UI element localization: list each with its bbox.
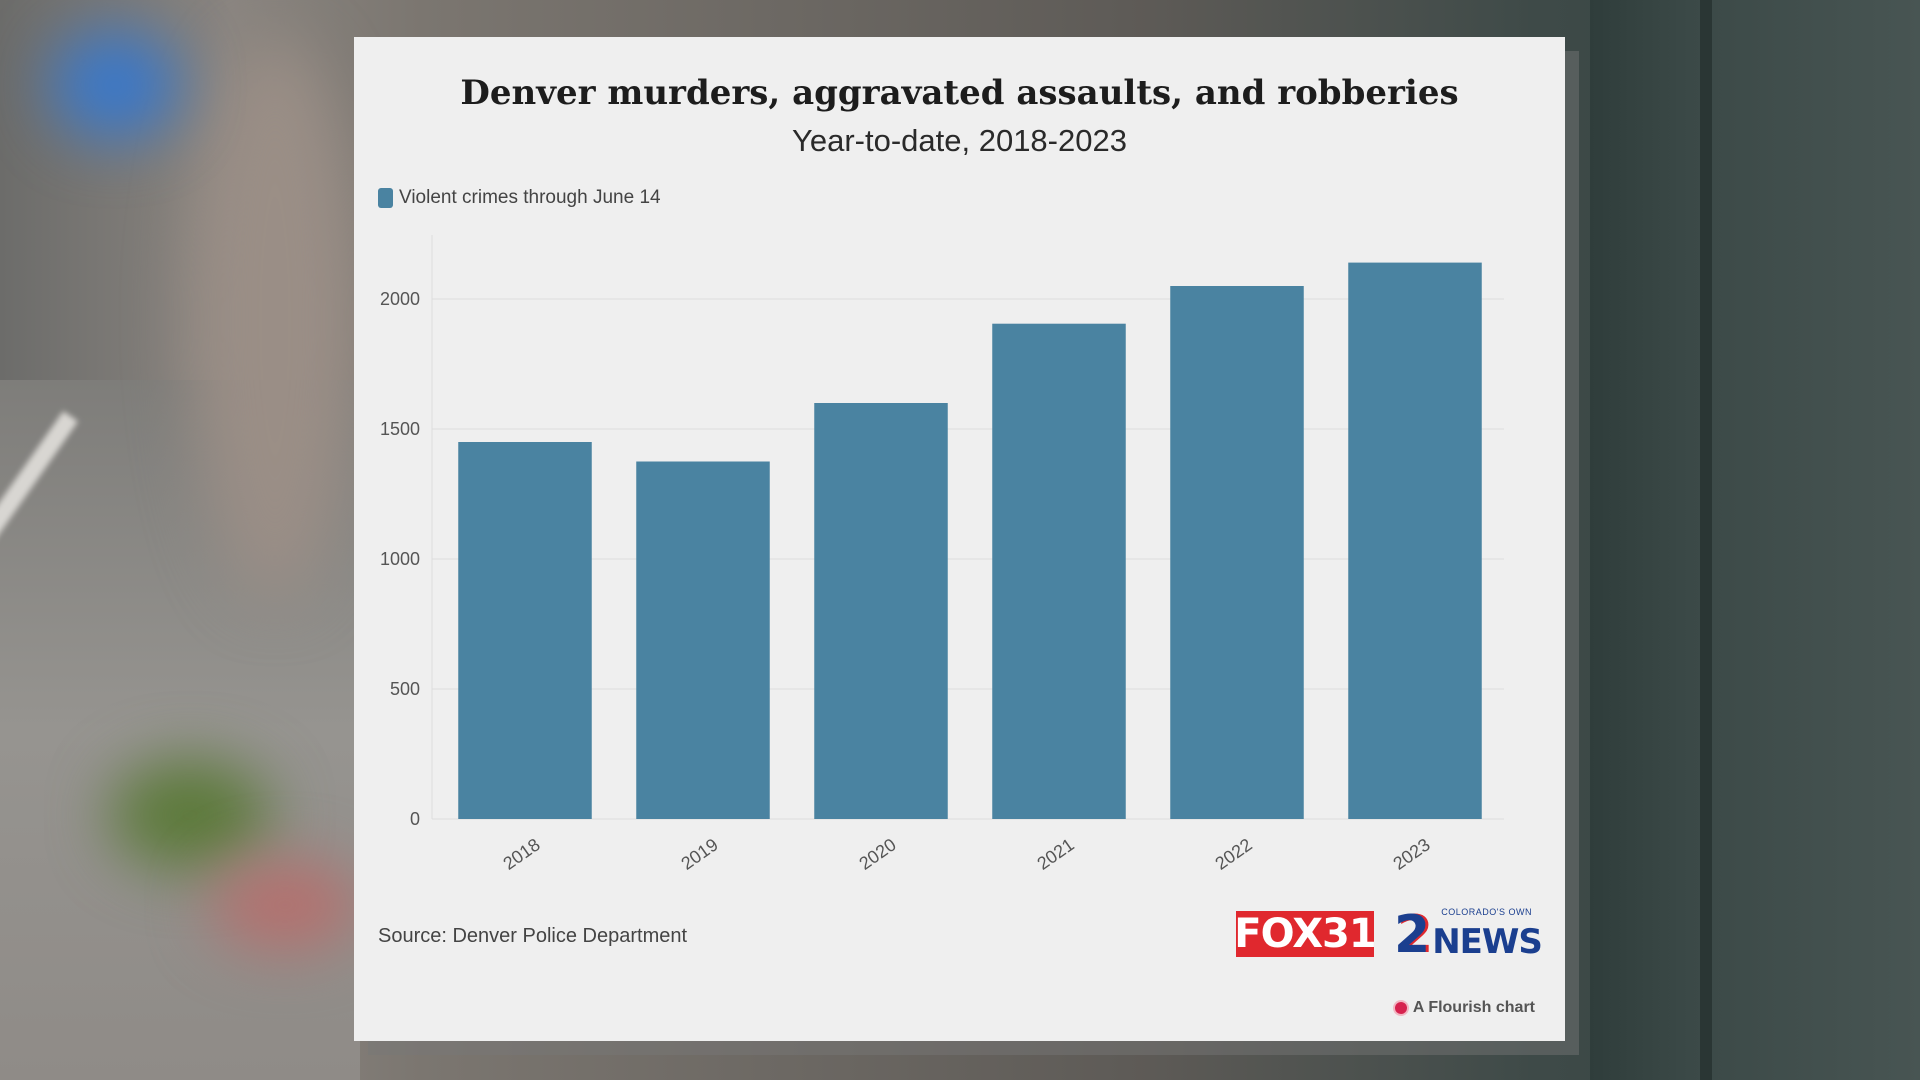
2news-logo-tagline: COLORADO'S OWN bbox=[1441, 907, 1532, 917]
y-axis-ticks: 0 500 1000 1500 2000 bbox=[380, 289, 420, 829]
bars bbox=[458, 262, 1482, 820]
x-tick-label: 2019 bbox=[677, 834, 721, 873]
background-planter bbox=[110, 760, 270, 870]
2news-logo-number: 2 bbox=[1394, 905, 1431, 966]
y-tick-label: 0 bbox=[410, 809, 420, 829]
background-wall-edge bbox=[1700, 0, 1712, 1080]
bar-2020[interactable] bbox=[814, 403, 948, 819]
bar-chart: 0 500 1000 1500 2000 2018 2019 2020 2021 2022 202… bbox=[380, 235, 1504, 874]
background-person bbox=[190, 40, 360, 600]
y-tick-label: 1500 bbox=[380, 419, 420, 439]
chart-source: Source: Denver Police Department bbox=[378, 925, 688, 947]
legend-label: Violent crimes through June 14 bbox=[399, 187, 661, 208]
x-tick-label: 2020 bbox=[855, 834, 899, 873]
y-tick-label: 500 bbox=[390, 679, 420, 699]
legend-swatch bbox=[378, 188, 393, 208]
x-axis-ticks: 2018 2019 2020 2021 2022 2023 bbox=[499, 834, 1433, 873]
y-tick-label: 1000 bbox=[380, 549, 420, 569]
flourish-logo-icon bbox=[1394, 1002, 1407, 1014]
fox31-logo: FOX31 bbox=[1234, 911, 1377, 957]
chart-card: Denver murders, aggravated assaults, and… bbox=[354, 37, 1565, 1041]
2news-logo: COLORADO'S OWN 2 NEWS bbox=[1394, 905, 1543, 966]
chart-legend: Violent crimes through June 14 bbox=[378, 187, 661, 209]
x-tick-label: 2018 bbox=[499, 834, 543, 873]
background-curb bbox=[210, 860, 360, 950]
x-tick-label: 2021 bbox=[1033, 834, 1077, 873]
chart-title: Denver murders, aggravated assaults, and… bbox=[460, 73, 1459, 113]
y-tick-label: 2000 bbox=[380, 289, 420, 309]
x-tick-label: 2023 bbox=[1389, 834, 1433, 873]
background-sign bbox=[50, 30, 180, 140]
bar-2019[interactable] bbox=[636, 461, 770, 820]
background-wall bbox=[1590, 0, 1920, 1080]
bar-2021[interactable] bbox=[992, 323, 1126, 819]
x-tick-label: 2022 bbox=[1211, 834, 1255, 873]
2news-logo-word: NEWS bbox=[1432, 922, 1543, 962]
bar-2023[interactable] bbox=[1348, 262, 1482, 820]
bar-2018[interactable] bbox=[458, 442, 592, 819]
flourish-attribution-link[interactable]: A Flourish chart bbox=[1394, 999, 1535, 1017]
flourish-attribution-label: A Flourish chart bbox=[1412, 999, 1535, 1016]
bar-2022[interactable] bbox=[1170, 286, 1304, 819]
chart-subtitle: Year-to-date, 2018-2023 bbox=[792, 123, 1127, 158]
grid-lines bbox=[431, 235, 1504, 820]
